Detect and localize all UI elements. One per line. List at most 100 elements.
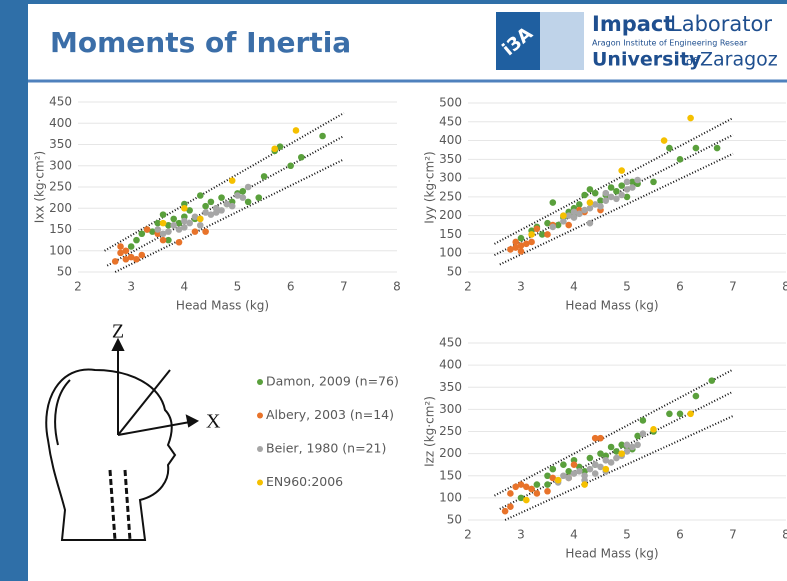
data-point — [640, 430, 647, 437]
logo-line1a: Impact — [592, 12, 673, 36]
y-tick-label: 400 — [49, 116, 72, 130]
y-tick-label: 300 — [49, 158, 72, 172]
data-point — [181, 205, 188, 212]
x-tick-label: 5 — [234, 280, 242, 294]
data-point — [565, 475, 572, 482]
y-tick-label: 450 — [439, 336, 462, 350]
data-point — [518, 248, 525, 255]
data-point — [197, 192, 204, 199]
legend-marker — [257, 413, 263, 419]
data-point — [245, 184, 252, 191]
x-tick-label: 3 — [127, 280, 135, 294]
data-point — [571, 209, 578, 216]
y-tick-label: 150 — [439, 468, 462, 482]
data-point — [587, 199, 594, 206]
y-tick-label: 100 — [439, 246, 462, 260]
head-diagram — [46, 340, 197, 540]
y-tick-label: 350 — [439, 152, 462, 166]
data-point — [666, 145, 673, 152]
data-point — [176, 239, 183, 246]
y-axis-label: Ixx (kg·cm²) — [33, 151, 47, 223]
data-point — [677, 411, 684, 418]
data-point — [603, 190, 610, 197]
slide-title: Moments of Inertia — [50, 26, 351, 59]
legend-label: Damon, 2009 (n=76) — [266, 374, 399, 389]
data-point — [661, 137, 668, 144]
data-point — [192, 228, 199, 235]
y-tick-label: 250 — [439, 189, 462, 203]
data-point — [255, 194, 262, 201]
data-point — [618, 182, 625, 189]
x-tick-label: 3 — [517, 528, 525, 542]
data-point — [170, 216, 177, 223]
x-tick-label: 7 — [729, 280, 737, 294]
data-point — [518, 235, 525, 242]
x-tick-label: 8 — [393, 280, 401, 294]
data-point — [139, 230, 146, 237]
fit-line — [105, 113, 344, 251]
logo-line2: Aragon Institute of Engineering Resear — [592, 39, 748, 48]
x-axis-label: Head Mass (kg) — [565, 299, 658, 313]
data-point — [709, 377, 716, 384]
data-point — [650, 426, 657, 433]
y-tick-label: 200 — [439, 446, 462, 460]
data-point — [298, 154, 305, 161]
top-band — [0, 0, 787, 4]
x-tick-label: 8 — [782, 280, 787, 294]
fit-line — [115, 159, 344, 272]
x-tick-label: 8 — [782, 528, 787, 542]
legend-label: EN960:2006 — [266, 474, 343, 489]
data-point — [571, 461, 578, 468]
y-tick-label: 50 — [447, 513, 462, 527]
data-point — [528, 486, 535, 493]
data-point — [634, 441, 641, 448]
logo-line3b: of — [686, 55, 698, 68]
data-point — [608, 444, 615, 451]
data-point — [613, 188, 620, 195]
legend-marker — [257, 379, 263, 385]
data-point — [618, 192, 625, 199]
y-tick-label: 200 — [49, 201, 72, 215]
legend-label: Albery, 2003 (n=14) — [266, 407, 394, 422]
y-tick-label: 350 — [439, 380, 462, 394]
data-point — [587, 466, 594, 473]
data-point — [640, 417, 647, 424]
data-point — [534, 490, 541, 497]
data-point — [693, 393, 700, 400]
x-label: X — [206, 411, 221, 433]
x-axis — [118, 422, 190, 435]
data-point — [618, 167, 625, 174]
side-band — [0, 0, 28, 581]
data-point — [650, 179, 657, 186]
data-point — [271, 145, 278, 152]
data-point — [154, 226, 161, 233]
data-point — [293, 127, 300, 134]
legend-marker — [257, 480, 263, 486]
data-point — [592, 190, 599, 197]
x-tick-label: 7 — [729, 528, 737, 542]
data-point — [534, 481, 541, 488]
data-point — [512, 239, 519, 246]
data-point — [560, 461, 567, 468]
spine — [110, 470, 130, 540]
page: {"header": {"title": "Moments of Inertia… — [0, 0, 787, 581]
data-point — [240, 194, 247, 201]
data-point — [587, 220, 594, 227]
data-point — [666, 411, 673, 418]
data-point — [560, 212, 567, 219]
data-point — [613, 195, 620, 202]
fit-line — [500, 154, 733, 265]
data-point — [687, 411, 694, 418]
x-tick-label: 6 — [676, 528, 684, 542]
data-point — [261, 173, 268, 180]
data-point — [507, 490, 514, 497]
data-point — [550, 466, 557, 473]
data-point — [133, 237, 140, 244]
data-point — [240, 188, 247, 195]
data-point — [133, 256, 140, 263]
y-tick-label: 300 — [439, 402, 462, 416]
data-point — [629, 184, 636, 191]
data-point — [618, 450, 625, 457]
data-point — [571, 214, 578, 221]
data-point — [528, 239, 535, 246]
